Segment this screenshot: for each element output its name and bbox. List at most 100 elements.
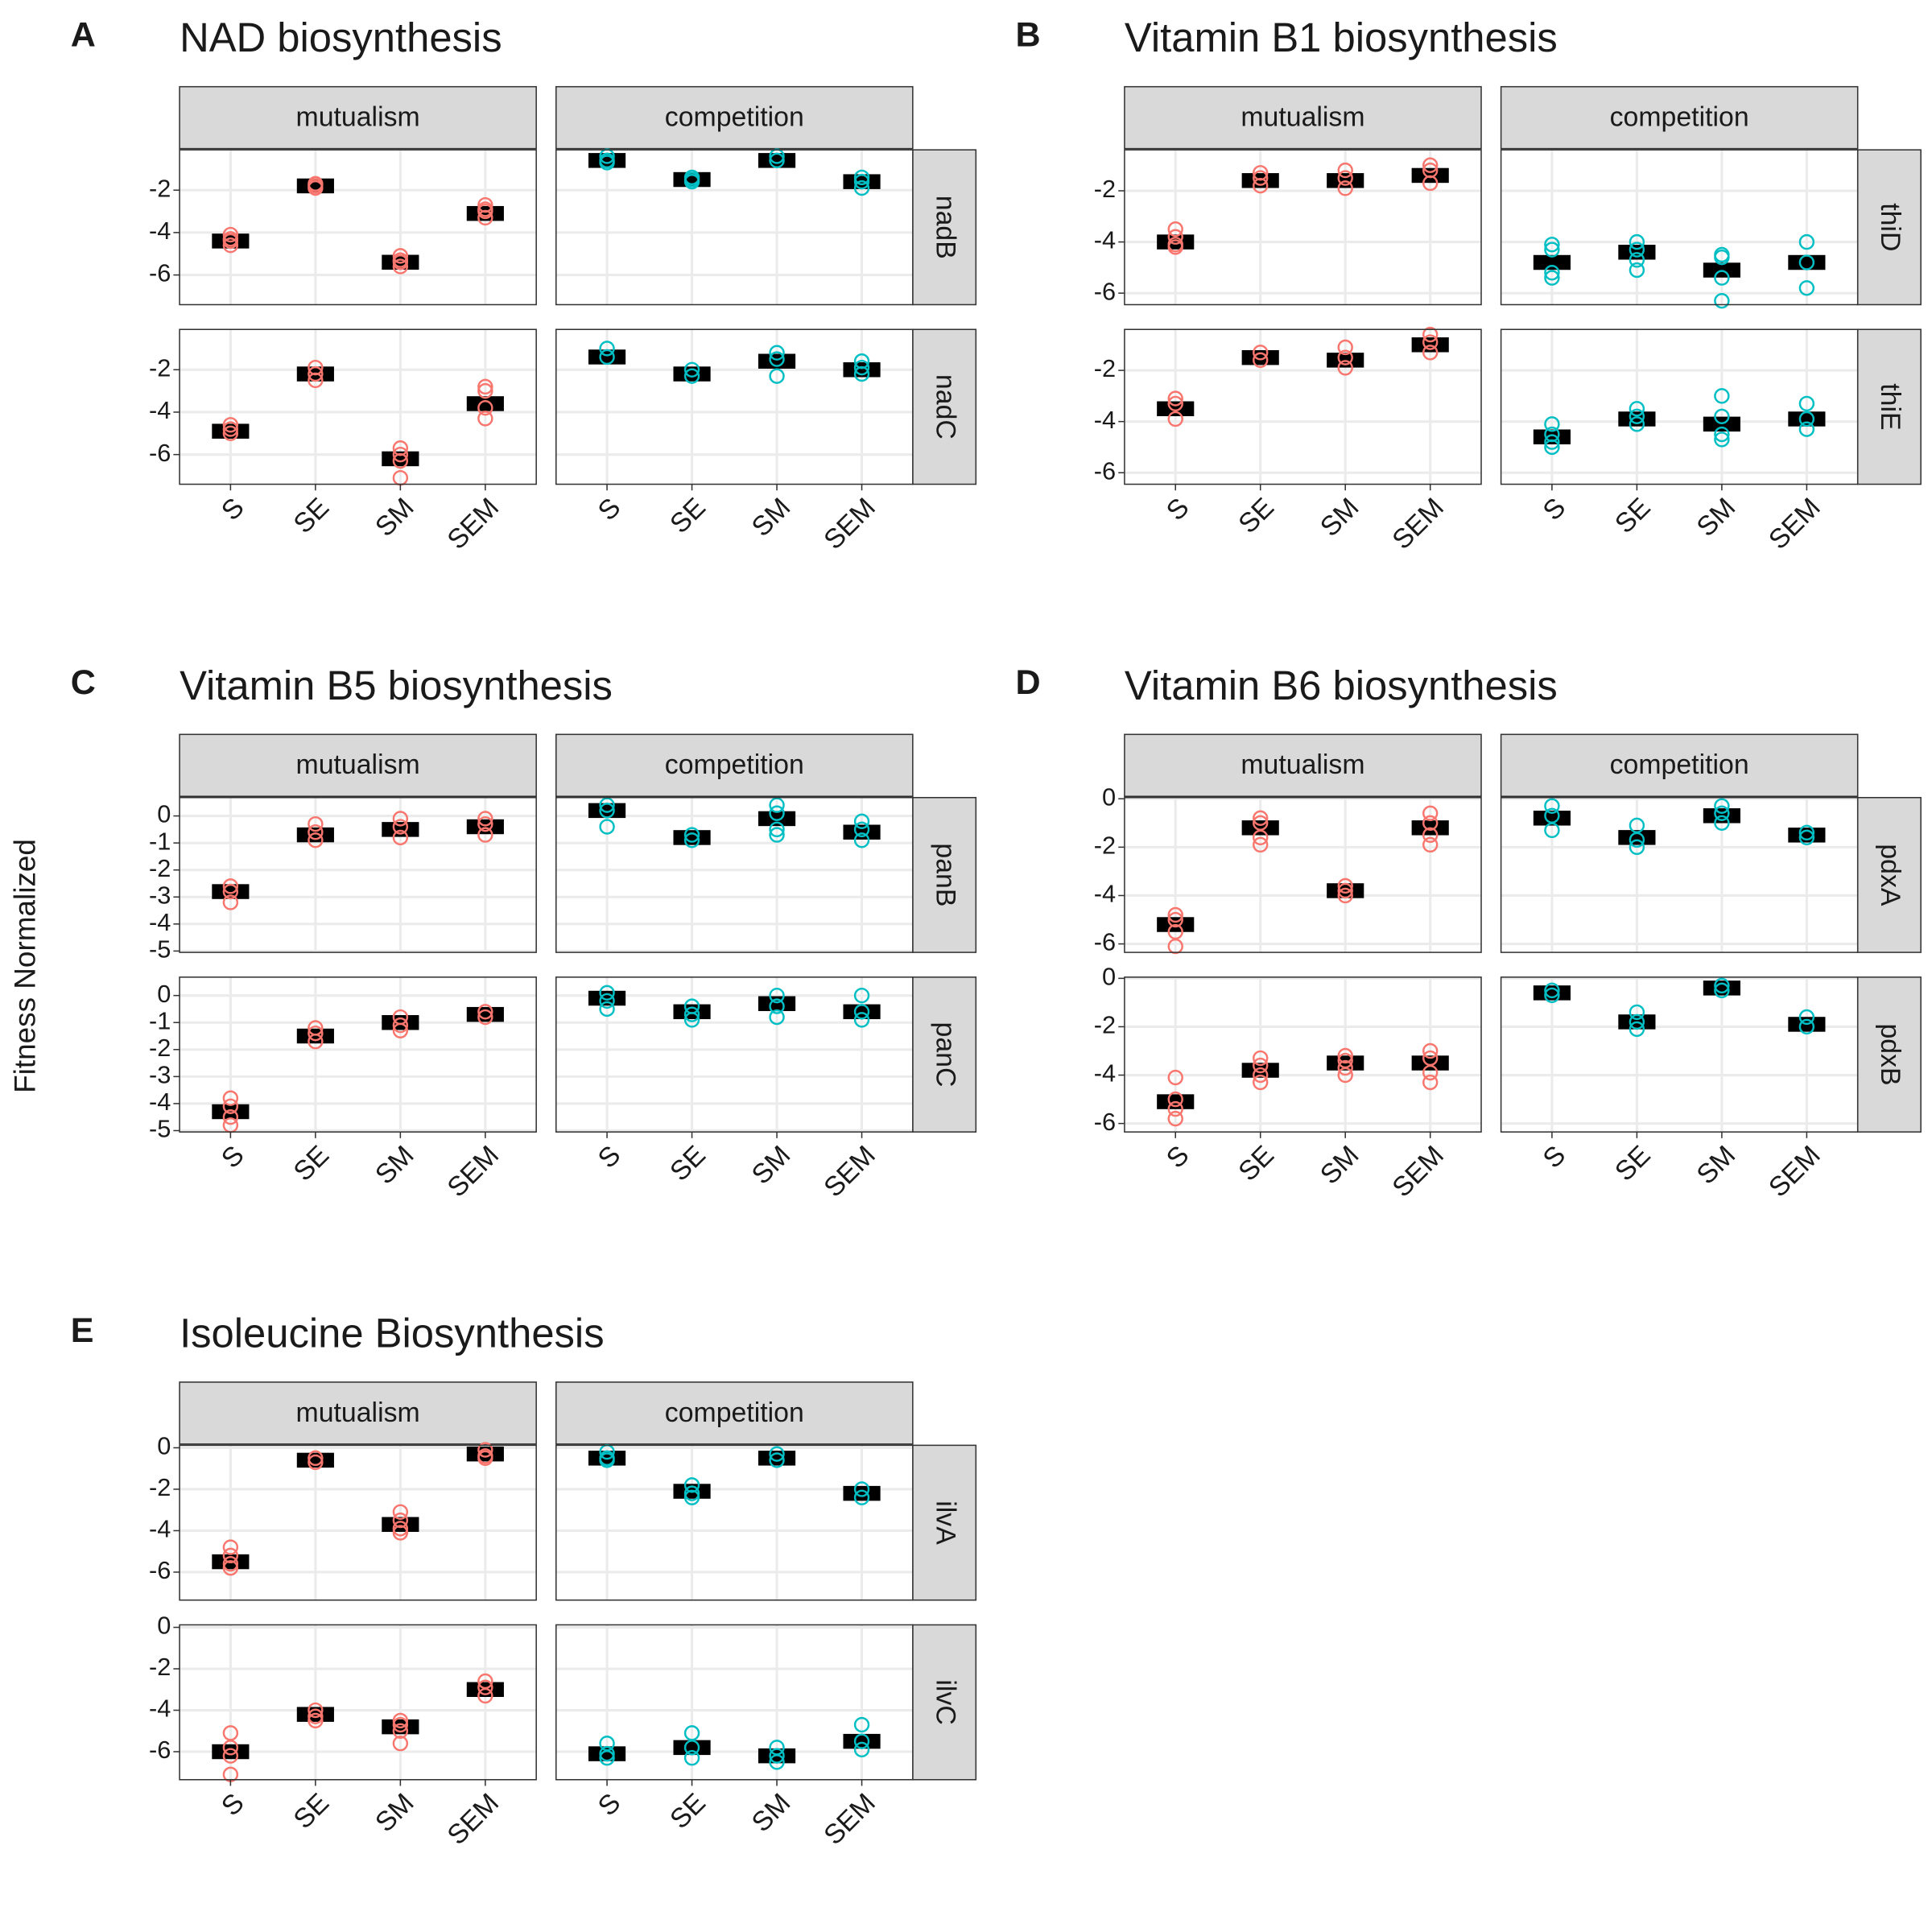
mean-bar xyxy=(1241,820,1279,836)
y-tick-label: 0 xyxy=(157,980,171,1008)
replicate-point xyxy=(1714,977,1730,994)
replicate-point xyxy=(769,797,785,813)
y-tick-label: -3 xyxy=(149,881,171,909)
replicate-point xyxy=(1253,1057,1269,1074)
replicate-point xyxy=(1337,360,1353,376)
row-strip-label: thiD xyxy=(1875,203,1905,251)
row-strip-label: panB xyxy=(930,843,960,906)
panel-letter: B xyxy=(1016,16,1041,55)
mean-bar xyxy=(588,1746,626,1761)
replicate-point xyxy=(222,231,239,247)
y-tick-label: -6 xyxy=(149,1736,171,1764)
replicate-point xyxy=(599,797,615,813)
x-tick-label: SM xyxy=(746,492,797,543)
x-tick-label: SEM xyxy=(1386,492,1450,555)
mean-bar xyxy=(1788,411,1826,427)
replicate-point xyxy=(222,878,239,894)
replicate-point xyxy=(853,169,870,186)
mean-bar xyxy=(1157,234,1195,250)
replicate-point xyxy=(1629,1013,1645,1030)
replicate-point xyxy=(1253,345,1269,361)
row-strip-label: pdxA xyxy=(1875,844,1905,906)
x-tick-label: S xyxy=(216,1787,250,1822)
replicate-point xyxy=(853,180,870,196)
column-strip-label: mutualism xyxy=(1241,102,1364,133)
y-tick-label: 0 xyxy=(1102,962,1116,990)
y-tick-label: -6 xyxy=(1094,928,1116,956)
replicate-point xyxy=(1422,334,1439,350)
column-strip-label: mutualism xyxy=(296,102,420,133)
replicate-point xyxy=(222,1560,239,1576)
replicate-point xyxy=(1714,815,1730,832)
replicate-point xyxy=(392,1022,409,1038)
replicate-point xyxy=(769,805,785,821)
panel-border xyxy=(555,976,914,1133)
mean-bar xyxy=(296,178,334,194)
y-tick-label: -2 xyxy=(149,353,171,382)
replicate-point xyxy=(222,1098,239,1114)
replicate-point xyxy=(1337,887,1353,904)
replicate-point xyxy=(477,815,493,832)
panel-background xyxy=(1501,150,1858,305)
replicate-point xyxy=(392,258,409,275)
replicate-point xyxy=(1714,388,1730,404)
replicate-point xyxy=(683,832,700,848)
panel-border xyxy=(555,1444,914,1601)
replicate-point xyxy=(769,351,785,367)
column-strip-label: competition xyxy=(665,749,804,780)
x-tick-label: SEM xyxy=(441,1140,505,1203)
replicate-point xyxy=(1629,416,1645,432)
panel-border xyxy=(555,1624,914,1781)
replicate-point xyxy=(222,1539,239,1555)
column-strip xyxy=(179,85,537,150)
panel-border xyxy=(1124,149,1482,306)
panel-border xyxy=(555,797,914,953)
replicate-point xyxy=(1544,982,1560,999)
x-tick-label: SEM xyxy=(818,1140,881,1203)
mean-bar xyxy=(673,366,711,382)
mean-bar xyxy=(673,830,711,845)
mean-bar xyxy=(758,811,796,827)
replicate-point xyxy=(853,1004,870,1020)
column-strip-label: competition xyxy=(665,1397,804,1428)
y-tick-label: -2 xyxy=(1094,354,1116,382)
replicate-point xyxy=(1544,798,1560,814)
replicate-point xyxy=(392,1017,409,1034)
replicate-point xyxy=(1337,882,1353,899)
replicate-point xyxy=(222,237,239,254)
replicate-point xyxy=(1422,1064,1439,1081)
replicate-point xyxy=(1253,1067,1269,1084)
replicate-point xyxy=(1714,426,1730,443)
mean-bar xyxy=(673,171,711,188)
x-tick-label: S xyxy=(1537,1140,1571,1174)
row-strip xyxy=(1856,328,1922,485)
replicate-point xyxy=(222,417,239,433)
replicate-point xyxy=(392,1712,409,1729)
mean-bar xyxy=(843,1004,881,1020)
mean-bar xyxy=(1788,828,1826,843)
panel-background xyxy=(1501,329,1858,485)
mean-bar xyxy=(296,1452,334,1468)
mean-bar xyxy=(296,1028,334,1044)
mean-bar xyxy=(673,1004,711,1020)
replicate-point xyxy=(1167,938,1183,955)
replicate-point xyxy=(599,803,615,819)
replicate-point xyxy=(1337,1047,1353,1064)
replicate-point xyxy=(1629,1021,1645,1038)
mean-bar xyxy=(382,1517,419,1532)
replicate-point xyxy=(1629,233,1645,250)
replicate-point xyxy=(1629,401,1645,417)
mean-bar xyxy=(1788,254,1826,270)
panel-background xyxy=(555,1445,913,1600)
column-strip xyxy=(555,733,914,798)
y-tick-label: -2 xyxy=(149,854,171,882)
panel-letter: C xyxy=(71,663,96,702)
replicate-point xyxy=(1337,1059,1353,1076)
replicate-point xyxy=(1714,408,1730,424)
replicate-point xyxy=(392,1716,409,1733)
replicate-point xyxy=(599,985,615,1001)
column-strip-label: competition xyxy=(1610,102,1749,133)
replicate-point xyxy=(308,815,324,832)
replicate-point xyxy=(392,248,409,264)
